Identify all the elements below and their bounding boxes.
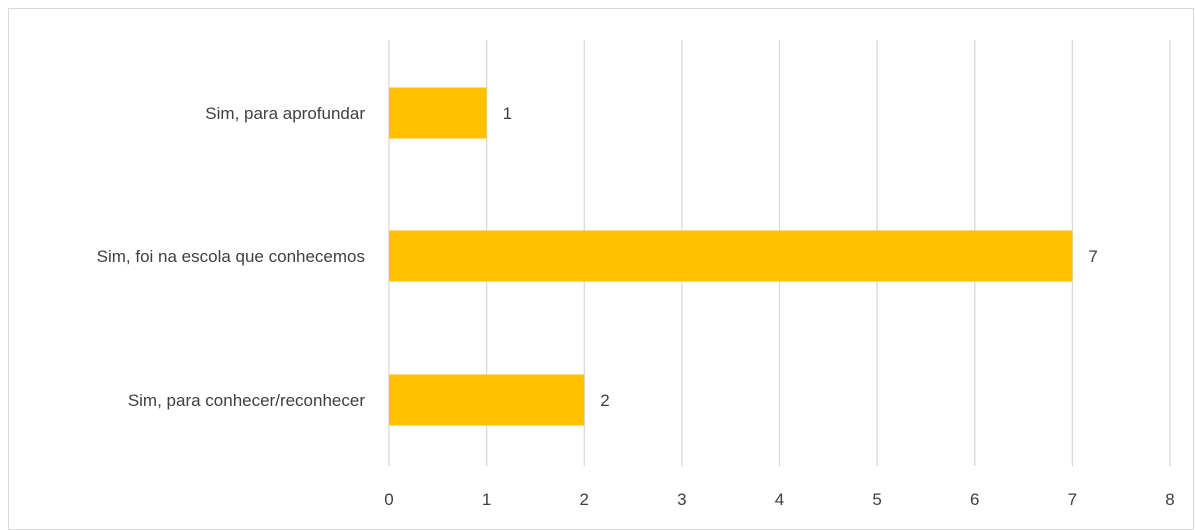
category-label-1: Sim, para aprofundar bbox=[205, 104, 365, 123]
x-tick-label-7: 7 bbox=[1068, 490, 1077, 509]
bars bbox=[389, 87, 1073, 426]
data-label-3: 2 bbox=[600, 391, 609, 410]
x-tick-label-6: 6 bbox=[970, 490, 979, 509]
x-tick-label-1: 1 bbox=[482, 490, 491, 509]
bar-2 bbox=[389, 230, 1073, 282]
data-label-1: 1 bbox=[503, 104, 512, 123]
x-tick-label-4: 4 bbox=[775, 490, 784, 509]
category-label-3: Sim, para conhecer/reconhecer bbox=[128, 391, 366, 410]
bar-1 bbox=[389, 87, 487, 139]
labels: 0 1 2 3 4 5 6 7 8 Sim, para aprofundar 1 Sim, foi n… bbox=[97, 104, 1175, 509]
x-tick-label-5: 5 bbox=[872, 490, 881, 509]
category-label-2: Sim, foi na escola que conhecemos bbox=[97, 247, 365, 266]
x-tick-label-8: 8 bbox=[1165, 490, 1174, 509]
data-label-2: 7 bbox=[1088, 247, 1097, 266]
x-tick-label-2: 2 bbox=[580, 490, 589, 509]
bar-3 bbox=[389, 374, 585, 426]
x-tick-label-3: 3 bbox=[677, 490, 686, 509]
x-tick-label-0: 0 bbox=[384, 490, 393, 509]
